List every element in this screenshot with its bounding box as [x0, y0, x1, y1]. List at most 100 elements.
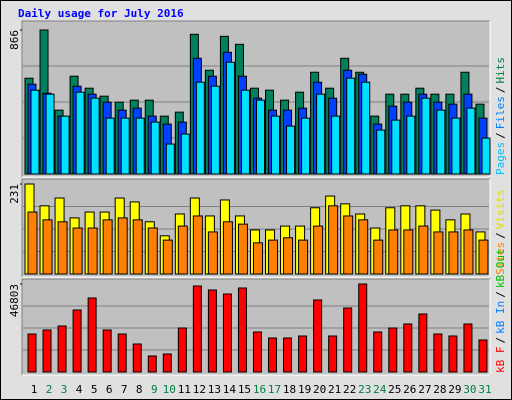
x-tick-label: 6: [106, 383, 113, 396]
legend-entry: kB Out: [494, 248, 507, 288]
bar: [150, 121, 160, 175]
bar: [255, 99, 265, 175]
x-tick-label: 17: [268, 383, 281, 396]
legend-entry: Pages: [494, 142, 507, 175]
bar: [162, 239, 173, 275]
x-tick-label: 18: [283, 383, 296, 396]
x-tick-label: 29: [448, 383, 461, 396]
x-tick-label: 10: [163, 383, 176, 396]
chart-title: Daily usage for July 2016: [18, 7, 184, 20]
legend-entry: Visits: [494, 190, 507, 230]
x-tick-label: 16: [253, 383, 266, 396]
x-tick-label: 31: [478, 383, 491, 396]
bar: [433, 333, 443, 373]
bar: [192, 215, 203, 275]
bar: [222, 293, 232, 373]
legend-separator: /: [494, 132, 507, 139]
x-tick-label: 21: [328, 383, 341, 396]
legend: kB F / kB In / kB Out: [494, 248, 507, 373]
bar: [331, 115, 341, 175]
bar: [436, 109, 446, 175]
bar: [237, 223, 248, 275]
legend-separator: /: [494, 87, 507, 94]
bar: [27, 211, 38, 275]
bar: [403, 229, 414, 275]
bar: [45, 93, 55, 175]
x-tick-label: 30: [463, 383, 476, 396]
bar: [316, 93, 326, 175]
bar: [328, 335, 338, 373]
x-tick-label: 25: [388, 383, 401, 396]
bar: [30, 89, 40, 175]
bar: [42, 219, 53, 275]
bar: [388, 327, 398, 373]
bar: [403, 323, 413, 373]
bar: [478, 239, 489, 275]
x-tick-label: 2: [46, 383, 53, 396]
bar: [376, 129, 386, 175]
bar: [361, 81, 371, 175]
bar: [105, 117, 115, 175]
bar: [271, 115, 281, 175]
bar: [301, 117, 311, 175]
bar: [466, 107, 476, 175]
x-tick-label: 22: [343, 383, 356, 396]
bar: [75, 91, 85, 175]
bar: [237, 287, 247, 373]
bar: [57, 325, 67, 373]
x-tick-label: 12: [193, 383, 206, 396]
bar: [177, 225, 188, 275]
bar: [87, 297, 97, 373]
x-tick-label: 13: [208, 383, 221, 396]
bar: [418, 225, 429, 275]
bar: [328, 205, 339, 275]
x-tick-label: 9: [151, 383, 158, 396]
bar: [132, 219, 143, 275]
bar: [433, 231, 444, 275]
x-tick-label: 15: [238, 383, 251, 396]
bar: [90, 97, 100, 175]
bar: [132, 343, 142, 373]
bar: [481, 137, 491, 175]
bar: [358, 219, 369, 275]
bar: [298, 335, 308, 373]
x-tick-label: 3: [61, 383, 68, 396]
bar: [87, 227, 98, 275]
bar: [343, 215, 354, 275]
legend-separator: /: [494, 337, 507, 344]
bar: [207, 289, 217, 373]
bar: [147, 355, 157, 373]
x-tick-label: 7: [121, 383, 128, 396]
legend: Sites / Visits: [494, 190, 507, 276]
x-tick-label: 1: [31, 383, 38, 396]
x-tick-label: 20: [313, 383, 326, 396]
legend-separator: /: [494, 232, 507, 239]
bar: [252, 242, 263, 275]
bar: [283, 237, 294, 275]
y-tick-label: 46803: [8, 284, 21, 317]
bar: [406, 115, 416, 175]
bar: [222, 221, 233, 275]
bar: [42, 329, 52, 373]
y-tick-label: 866: [8, 30, 21, 50]
bar: [421, 97, 431, 175]
bar: [207, 231, 218, 275]
bar: [358, 283, 368, 373]
x-tick-label: 28: [433, 383, 446, 396]
legend-entry: Hits: [494, 57, 507, 84]
bar: [313, 299, 323, 373]
bar: [268, 337, 278, 373]
x-tick-label: 27: [418, 383, 431, 396]
bar: [195, 81, 205, 175]
legend-entry: Files: [494, 96, 507, 129]
x-tick-label: 14: [223, 383, 237, 396]
legend-entry: kB F: [494, 347, 507, 374]
bar: [343, 307, 353, 373]
bar: [391, 119, 401, 175]
legend: Pages / Files / Hits: [494, 57, 507, 175]
bar: [117, 217, 128, 275]
bar: [313, 225, 324, 275]
bar: [346, 77, 356, 175]
bar: [57, 221, 68, 275]
bar: [60, 115, 70, 175]
